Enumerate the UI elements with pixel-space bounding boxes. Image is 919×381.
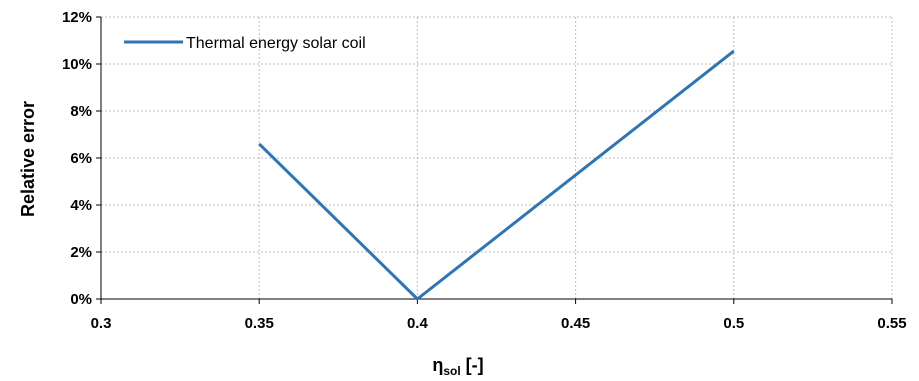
x-tick-label: 0.55	[877, 315, 906, 332]
y-tick-label: 2%	[70, 244, 92, 261]
tick-marks	[96, 16, 893, 304]
y-tick-label: 4%	[70, 197, 92, 214]
x-tick-label: 0.3	[91, 315, 112, 332]
x-tick-label: 0.45	[561, 315, 590, 332]
x-tick-labels: 0.3 0.35 0.4 0.45 0.5 0.55	[91, 315, 907, 332]
x-axis-title: ηsol [-]	[432, 355, 483, 378]
x-axis-title-unit: [-]	[461, 355, 484, 375]
x-axis-title-subscript: sol	[443, 364, 460, 378]
series-line	[258, 49, 735, 301]
y-tick-label: 6%	[70, 150, 92, 167]
series-lines	[258, 49, 735, 301]
x-tick-label: 0.5	[723, 315, 744, 332]
x-tick-label: 0.4	[407, 315, 429, 332]
x-axis-title-symbol: η	[432, 355, 443, 375]
legend-label: Thermal energy solar coil	[186, 35, 366, 52]
grid-lines	[101, 16, 893, 299]
y-tick-labels: 0% 2% 4% 6% 8% 10% 12%	[62, 9, 92, 308]
x-tick-label: 0.35	[245, 315, 274, 332]
y-tick-label: 12%	[62, 9, 92, 26]
legend: Thermal energy solar coil	[124, 35, 366, 52]
y-tick-label: 0%	[70, 291, 92, 308]
y-axis-title: Relative error	[18, 101, 38, 217]
y-tick-label: 8%	[70, 103, 92, 120]
y-tick-label: 10%	[62, 56, 92, 73]
